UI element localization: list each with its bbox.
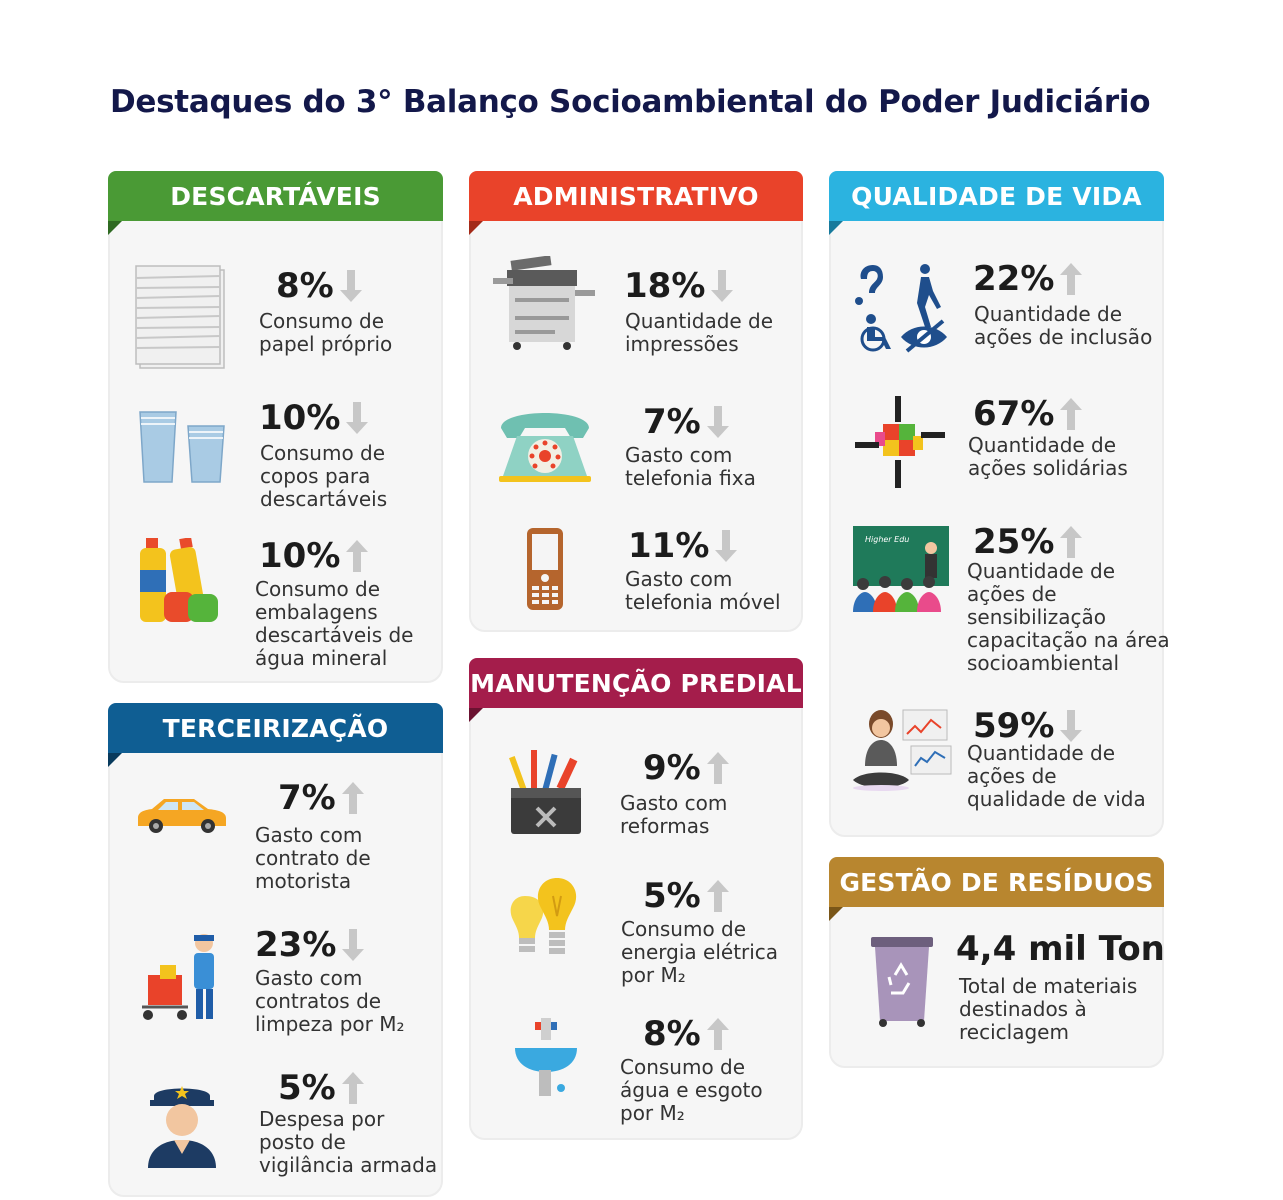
light-bulbs-icon <box>510 878 577 954</box>
desc-limpeza: Gasto com contratos de limpeza por M₂ <box>255 966 405 1036</box>
item-garrafas: 10% Consumo de embalagens descartáveis d… <box>108 530 443 680</box>
arrow-down-icon <box>339 270 362 302</box>
board-text: Higher Edu <box>865 535 909 544</box>
value-qualidade-vida: 59% <box>973 706 1083 746</box>
meditation-icon <box>853 709 952 791</box>
desc-garrafas: Consumo de embalagens descartáveis de ág… <box>255 577 414 670</box>
header-descartaveis: DESCARTÁVEIS <box>108 171 443 235</box>
desc-sensibilizacao: Quantidade de ações de sensibilização ca… <box>967 559 1170 675</box>
header-residuos: GESTÃO DE RESÍDUOS <box>829 857 1164 921</box>
item-energia: 5% Consumo de energia elétrica por M₂ <box>469 870 803 990</box>
item-qualidade-vida: 59% Quantidade de ações de qualidade de … <box>829 702 1164 822</box>
arrow-down-icon <box>1060 710 1083 742</box>
arrow-up-icon <box>1060 398 1083 430</box>
item-copos: 10% Consumo de copos para descartáveis <box>108 392 443 512</box>
recycle-bin-icon <box>871 937 933 1027</box>
item-solidarias: 67% Quantidade de ações solidárias <box>829 390 1164 500</box>
classroom-icon: Higher Edu <box>853 526 949 612</box>
desc-solidarias: Quantidade de ações solidárias <box>968 433 1128 480</box>
value-impressoes: 18% <box>624 266 734 306</box>
desc-copos: Consumo de copos para descartáveis <box>260 441 388 511</box>
item-impressoes: 18% Quantidade de impressões <box>469 250 803 370</box>
value-motorista: 7% <box>278 778 364 818</box>
arrow-up-icon <box>706 880 729 912</box>
arrow-up-icon <box>1060 263 1083 295</box>
desc-agua: Consumo de água e esgoto por M₂ <box>620 1055 763 1125</box>
value-vigilancia: 5% <box>278 1068 364 1108</box>
value-solidarias: 67% <box>973 394 1083 434</box>
header-terceirizacao: TERCEIRIZAÇÃO <box>108 703 443 767</box>
desc-qualidade-vida: Quantidade de ações de qualidade de vida <box>967 741 1146 811</box>
value-agua: 8% <box>643 1014 729 1054</box>
arrow-up-icon <box>346 540 369 572</box>
value-reformas: 9% <box>643 748 729 788</box>
sink-faucet-icon <box>515 1018 577 1096</box>
arrow-down-icon <box>711 270 734 302</box>
value-energia: 5% <box>643 876 729 916</box>
arrow-up-icon <box>706 752 729 784</box>
arrow-up-icon <box>341 1072 364 1104</box>
arrow-down-icon <box>346 402 369 434</box>
desc-telefonia-fixa: Gasto com telefonia fixa <box>625 443 756 490</box>
arrow-down-icon <box>342 929 365 961</box>
toolbox-icon <box>509 750 581 834</box>
item-telefonia-fixa: 7% Gasto com telefonia fixa <box>469 398 803 508</box>
value-telefonia-fixa: 7% <box>643 402 729 442</box>
item-telefonia-movel: 11% Gasto com telefonia móvel <box>469 522 803 622</box>
arrow-up-icon <box>1060 526 1083 558</box>
accessibility-icon <box>855 264 947 353</box>
item-limpeza: 23% Gasto com contratos de limpeza por M… <box>108 925 443 1045</box>
cleaner-icon <box>142 934 214 1020</box>
paper-stack-icon <box>135 265 225 369</box>
desc-vigilancia: Despesa por posto de vigilância armada <box>259 1107 438 1177</box>
value-copos: 10% <box>259 398 369 438</box>
arrow-down-icon <box>706 406 729 438</box>
desc-energia: Consumo de energia elétrica por M₂ <box>621 917 779 987</box>
header-administrativo: ADMINISTRATIVO <box>469 171 803 235</box>
desc-inclusao: Quantidade de ações de inclusão <box>974 302 1153 349</box>
copier-icon <box>493 256 595 350</box>
value-inclusao: 22% <box>973 259 1083 299</box>
item-inclusao: 22% Quantidade de ações de inclusão <box>829 255 1164 365</box>
arrow-up-icon <box>706 1018 729 1050</box>
value-reciclagem: 4,4 mil Ton <box>956 929 1165 969</box>
item-reformas: 9% Gasto com reformas <box>469 742 803 852</box>
value-limpeza: 23% <box>255 925 365 965</box>
desc-reciclagem: Total de materiais destinados à reciclag… <box>959 974 1138 1044</box>
value-telefonia-movel: 11% <box>628 526 738 566</box>
item-sensibilizacao: Higher Edu 25% Quantidade de ações de se… <box>829 520 1170 680</box>
plastic-cups-icon <box>139 411 225 483</box>
desc-papel: Consumo de papel próprio <box>259 309 393 356</box>
desc-telefonia-movel: Gasto com telefonia móvel <box>625 567 781 614</box>
desc-impressoes: Quantidade de impressões <box>625 309 774 356</box>
item-papel: 8% Consumo de papel próprio <box>108 250 443 380</box>
item-reciclagem: 4,4 mil Ton Total de materiais destinado… <box>829 925 1165 1055</box>
header-qualidade: QUALIDADE DE VIDA <box>829 171 1164 235</box>
guard-icon <box>148 1086 216 1168</box>
item-agua: 8% Consumo de água e esgoto por M₂ <box>469 1010 803 1135</box>
puzzle-hands-icon <box>855 396 945 488</box>
mobile-phone-icon <box>527 528 563 610</box>
header-manutencao: MANUTENÇÃO PREDIAL <box>469 658 803 722</box>
water-bottles-icon <box>140 538 218 622</box>
car-icon <box>138 799 226 833</box>
page-title: Destaques do 3° Balanço Socioambiental d… <box>110 84 1151 120</box>
value-sensibilizacao: 25% <box>973 522 1083 562</box>
desc-motorista: Gasto com contrato de motorista <box>255 823 371 893</box>
arrow-down-icon <box>715 530 738 562</box>
item-vigilancia: 5% Despesa por posto de vigilância armad… <box>108 1068 443 1193</box>
desc-reformas: Gasto com reformas <box>620 791 728 838</box>
value-garrafas: 10% <box>259 536 369 576</box>
arrow-up-icon <box>341 782 364 814</box>
value-papel: 8% <box>276 266 362 306</box>
item-motorista: 7% Gasto com contrato de motorista <box>108 778 443 898</box>
rotary-phone-icon <box>499 413 591 482</box>
